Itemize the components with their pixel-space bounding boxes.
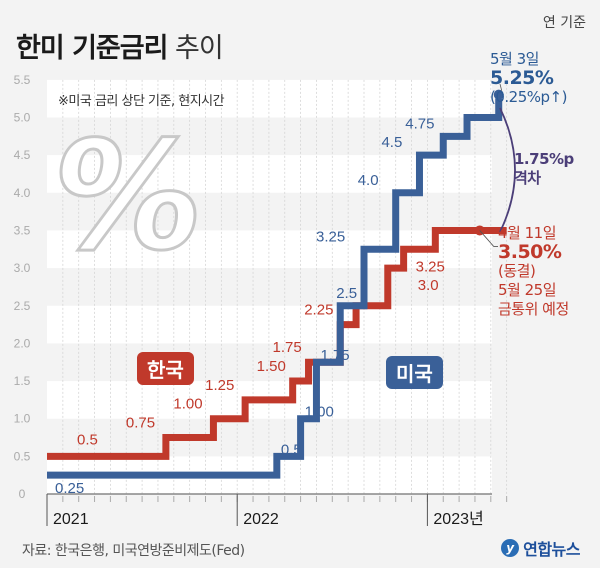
y-tick-label: 4.5: [14, 148, 31, 162]
data-label: 3.25: [416, 258, 445, 275]
y-tick-label: 2.5: [14, 299, 31, 313]
us-leader-line: [499, 83, 503, 91]
y-tick-label: 4.0: [14, 186, 31, 200]
us-change: (0.25%p↑): [490, 88, 567, 106]
gap-label: 격차: [514, 169, 541, 187]
gap-annotation: 1.75%p 격차: [514, 150, 574, 188]
yonhap-logo-icon: y: [501, 539, 520, 557]
kr-annotation: 4월 11일 3.50% (동결) 5월 25일 금통위 예정: [498, 224, 569, 319]
kr-leader-line: [479, 230, 498, 247]
source-note: 자료: 한국은행, 미국연방준비제도(Fed): [22, 543, 245, 559]
data-label: 1.00: [173, 396, 202, 413]
kr-next-event: 금통위 예정: [498, 300, 569, 318]
gap-value: 1.75%p: [514, 150, 574, 168]
kr-status: (동결): [498, 262, 536, 280]
us-rate-line: [47, 98, 503, 479]
data-label: 4.5: [381, 134, 402, 151]
yonhap-logo: y 연합뉴스: [501, 536, 580, 560]
kr-date: 4월 11일: [498, 224, 556, 242]
grid-band: [47, 79, 492, 118]
data-label: 4.0: [358, 172, 379, 189]
data-label: 3.0: [418, 277, 439, 294]
y-tick-label: 3.0: [14, 261, 31, 275]
grid-band: [47, 305, 492, 344]
data-label: 1.75: [320, 347, 349, 364]
us-date: 5월 3일: [490, 50, 539, 68]
y-tick-label: 1.5: [14, 374, 31, 388]
kr-next-date: 5월 25일: [498, 281, 556, 299]
legend-tag-us: 미국: [386, 356, 443, 389]
x-tick-label: 2022: [243, 511, 279, 528]
title-bold: 한미 기준금리: [16, 33, 168, 64]
data-label: 1.75: [273, 339, 302, 356]
title-light: 추이: [175, 33, 224, 64]
y-tick-label: 5.5: [14, 73, 31, 87]
data-label: 2.5: [336, 285, 357, 302]
data-label: 0.5: [281, 441, 302, 458]
chart-note: ※미국 금리 상단 기준, 현지시간: [58, 94, 225, 109]
us-value: 5.25%: [490, 67, 554, 89]
data-label: 0.75: [126, 415, 155, 432]
y-tick-label: 0.5: [14, 449, 31, 463]
data-label: 1.50: [257, 358, 286, 375]
gap-bracket: [499, 107, 516, 233]
y-tick-label: 1.0: [14, 412, 31, 426]
page-title: 한미 기준금리 추이: [16, 26, 224, 65]
data-label: 0.25: [55, 480, 84, 497]
x-tick-label: 2023년: [433, 510, 483, 528]
data-label: 1.00: [305, 404, 334, 421]
legend-tag-korea: 한국: [137, 352, 194, 385]
us-end-marker: [493, 89, 504, 100]
us-annotation: 5월 3일 5.25% (0.25%p↑): [490, 50, 567, 107]
x-tick-label: 2021: [53, 511, 89, 528]
data-label: 3.25: [316, 228, 345, 245]
y-tick-label: 0: [19, 487, 26, 501]
y-tick-label: 5.0: [14, 111, 31, 125]
y-tick-label: 3.5: [14, 223, 31, 237]
yonhap-logo-text: 연합뉴스: [523, 540, 580, 559]
unit-label: 연 기준: [542, 15, 586, 31]
data-label: 0.5: [77, 431, 98, 448]
data-label: 1.25: [205, 377, 234, 394]
data-label: 4.75: [405, 115, 434, 132]
data-label: 2.25: [304, 302, 333, 319]
percent-decoration-icon: %: [40, 109, 215, 284]
kr-value: 3.50%: [498, 241, 562, 263]
y-tick-label: 2.0: [14, 336, 31, 350]
